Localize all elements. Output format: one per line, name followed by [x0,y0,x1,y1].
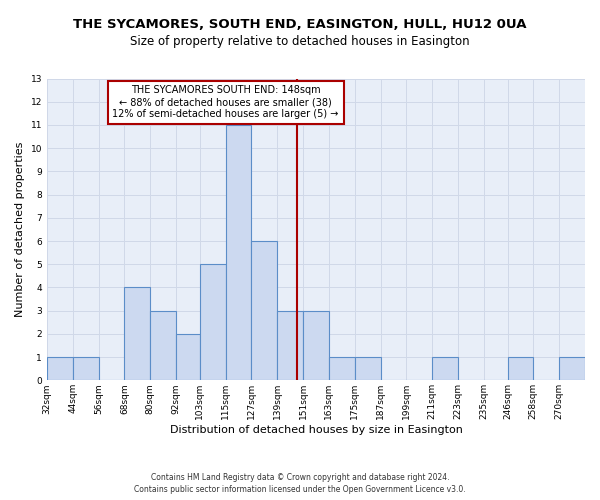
Y-axis label: Number of detached properties: Number of detached properties [15,142,25,317]
Text: THE SYCAMORES SOUTH END: 148sqm
← 88% of detached houses are smaller (38)
12% of: THE SYCAMORES SOUTH END: 148sqm ← 88% of… [112,86,339,118]
Text: THE SYCAMORES, SOUTH END, EASINGTON, HULL, HU12 0UA: THE SYCAMORES, SOUTH END, EASINGTON, HUL… [73,18,527,30]
Bar [47,357,73,380]
Bar [200,264,226,380]
Text: Size of property relative to detached houses in Easington: Size of property relative to detached ho… [130,35,470,48]
Text: Contains HM Land Registry data © Crown copyright and database right 2024.: Contains HM Land Registry data © Crown c… [151,472,449,482]
Bar [508,357,533,380]
Bar [559,357,585,380]
Text: Contains public sector information licensed under the Open Government Licence v3: Contains public sector information licen… [134,485,466,494]
Bar [73,357,98,380]
Bar [432,357,458,380]
Bar [124,288,150,380]
Bar [176,334,200,380]
Bar [355,357,380,380]
Bar [303,310,329,380]
Bar [251,241,277,380]
Bar [277,310,303,380]
Bar [150,310,176,380]
Bar [329,357,355,380]
X-axis label: Distribution of detached houses by size in Easington: Distribution of detached houses by size … [170,425,463,435]
Bar [226,125,251,380]
